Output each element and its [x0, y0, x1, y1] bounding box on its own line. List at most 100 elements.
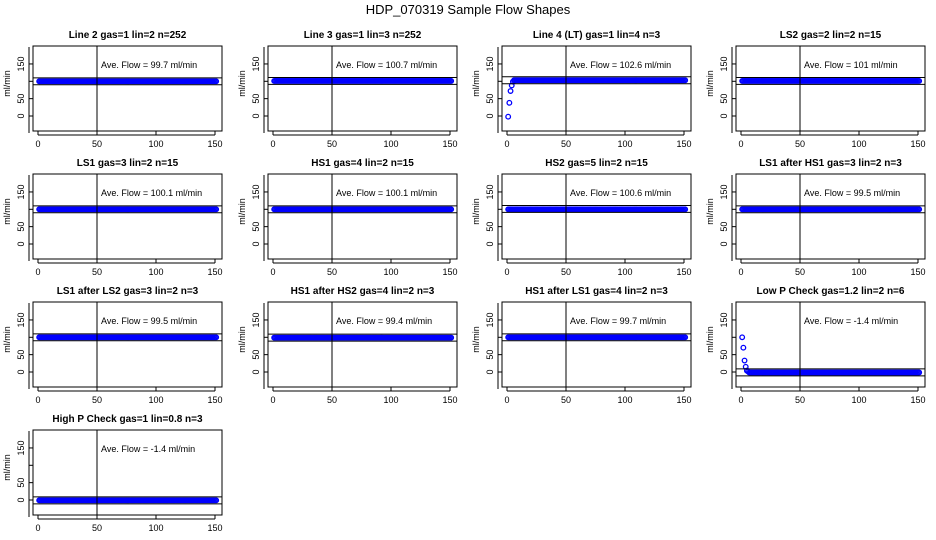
average-flow-label: Ave. Flow = 100.7 ml/min [336, 60, 437, 70]
x-tick-label: 150 [910, 139, 925, 149]
data-point [448, 206, 455, 213]
data-point [741, 357, 748, 364]
x-tick-label: 100 [617, 267, 632, 277]
x-tick-label: 150 [442, 395, 457, 405]
data-point [916, 369, 923, 376]
plot-frame [32, 173, 223, 260]
panel-title: HS2 gas=5 lin=2 n=15 [545, 158, 648, 169]
x-tick-label: 50 [561, 395, 571, 405]
y-tick-label: 0 [485, 113, 495, 118]
x-tick-label: 0 [35, 267, 40, 277]
y-axis-label: ml/min [237, 198, 247, 225]
data-point [506, 99, 513, 106]
x-tick-label: 150 [442, 139, 457, 149]
y-tick-label: 150 [16, 184, 26, 199]
x-tick-label: 150 [676, 139, 691, 149]
data-point [448, 334, 455, 341]
data-point [448, 78, 455, 84]
plot-frame [32, 45, 223, 132]
panel-11: Low P Check gas=1.2 lin=2 n=6 Ave. Flow =… [705, 286, 926, 405]
x-tick-label: 0 [270, 139, 275, 149]
data-point [505, 113, 512, 120]
y-axis-label: ml/min [2, 326, 12, 353]
data-point [682, 334, 689, 341]
x-tick-label: 100 [851, 267, 866, 277]
panel-10: HS1 after LS1 gas=4 lin=2 n=3 Ave. Flow =… [471, 286, 692, 405]
y-tick-label: 150 [251, 312, 261, 327]
x-tick-label: 150 [442, 267, 457, 277]
x-tick-label: 150 [207, 139, 222, 149]
plot-frame [267, 45, 458, 132]
plot-frame [501, 301, 692, 388]
plot-frame [735, 45, 926, 132]
y-tick-label: 150 [251, 184, 261, 199]
panel-title: LS1 after LS2 gas=3 lin=2 n=3 [57, 286, 199, 297]
average-flow-label: Ave. Flow = 99.5 ml/min [804, 188, 900, 198]
data-point [682, 206, 689, 213]
x-tick-label: 100 [617, 395, 632, 405]
y-tick-label: 0 [485, 241, 495, 246]
x-tick-label: 100 [851, 139, 866, 149]
x-tick-label: 0 [738, 267, 743, 277]
y-tick-label: 150 [251, 56, 261, 71]
x-tick-label: 50 [92, 523, 102, 533]
panel-title: LS1 after HS1 gas=3 lin=2 n=3 [759, 158, 902, 169]
y-axis-label: ml/min [705, 70, 715, 97]
panel-2: Line 4 (LT) gas=1 lin=4 n=3 Ave. Flow = 1… [471, 30, 692, 149]
x-tick-label: 150 [207, 523, 222, 533]
y-axis-label: ml/min [237, 326, 247, 353]
y-axis-label: ml/min [471, 326, 481, 353]
average-flow-label: Ave. Flow = 100.1 ml/min [101, 188, 202, 198]
y-tick-label: 50 [719, 94, 729, 104]
x-tick-label: 100 [617, 139, 632, 149]
plot-frame [267, 173, 458, 260]
y-tick-label: 0 [16, 113, 26, 118]
panel-4: LS1 gas=3 lin=2 n=15 Ave. Flow = 100.1 ml… [2, 158, 223, 277]
y-tick-label: 50 [485, 222, 495, 232]
panel-title: LS1 gas=3 lin=2 n=15 [77, 158, 179, 169]
y-tick-label: 0 [719, 113, 729, 118]
average-flow-label: Ave. Flow = -1.4 ml/min [101, 444, 195, 454]
x-tick-label: 50 [327, 395, 337, 405]
panel-title: Low P Check gas=1.2 lin=2 n=6 [757, 286, 905, 297]
y-tick-label: 150 [719, 312, 729, 327]
plot-frame [501, 173, 692, 260]
panel-6: HS2 gas=5 lin=2 n=15 Ave. Flow = 100.6 ml… [471, 158, 692, 277]
panel-title: Line 4 (LT) gas=1 lin=4 n=3 [533, 30, 661, 41]
y-tick-label: 0 [251, 369, 261, 374]
data-point [916, 206, 923, 213]
x-tick-label: 150 [676, 395, 691, 405]
y-tick-label: 0 [16, 497, 26, 502]
x-tick-label: 150 [207, 267, 222, 277]
x-tick-label: 50 [92, 267, 102, 277]
y-axis-label: ml/min [2, 198, 12, 225]
average-flow-label: Ave. Flow = 100.1 ml/min [336, 188, 437, 198]
panel-title: HS1 after HS2 gas=4 lin=2 n=3 [291, 286, 435, 297]
y-tick-label: 150 [485, 312, 495, 327]
average-flow-label: Ave. Flow = 99.7 ml/min [570, 316, 666, 326]
x-tick-label: 0 [738, 139, 743, 149]
plot-frame [32, 429, 223, 516]
average-flow-label: Ave. Flow = 100.6 ml/min [570, 188, 671, 198]
x-tick-label: 50 [327, 139, 337, 149]
y-tick-label: 0 [719, 369, 729, 374]
x-tick-label: 0 [35, 139, 40, 149]
x-tick-label: 50 [561, 139, 571, 149]
y-axis-label: ml/min [705, 198, 715, 225]
y-tick-label: 50 [16, 94, 26, 104]
panel-5: HS1 gas=4 lin=2 n=15 Ave. Flow = 100.1 ml… [237, 158, 458, 277]
y-tick-label: 150 [16, 56, 26, 71]
y-tick-label: 50 [485, 94, 495, 104]
plot-frame [735, 301, 926, 388]
y-axis-label: ml/min [237, 70, 247, 97]
x-tick-label: 0 [738, 395, 743, 405]
x-tick-label: 100 [148, 523, 163, 533]
x-tick-label: 100 [148, 139, 163, 149]
plot-frame [32, 301, 223, 388]
panel-3: LS2 gas=2 lin=2 n=15 Ave. Flow = 101 ml/m… [705, 30, 926, 149]
panel-12: High P Check gas=1 lin=0.8 n=3 Ave. Flow … [2, 414, 223, 533]
panel-7: LS1 after HS1 gas=3 lin=2 n=3 Ave. Flow =… [705, 158, 926, 277]
y-tick-label: 50 [251, 350, 261, 360]
y-axis-label: ml/min [2, 70, 12, 97]
x-tick-label: 50 [795, 267, 805, 277]
